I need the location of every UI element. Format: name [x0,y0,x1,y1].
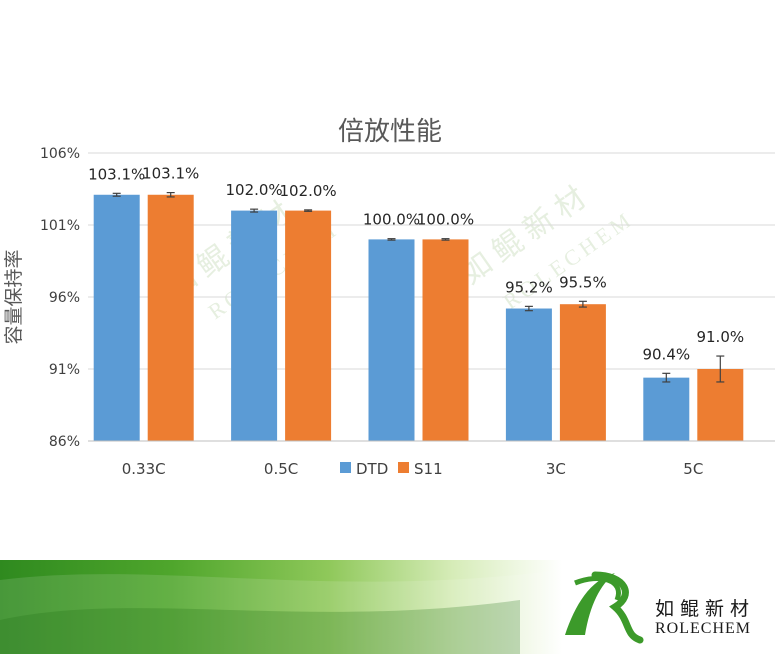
data-label: 95.2% [505,278,553,296]
data-label: 103.1% [88,165,145,183]
bar-dtd [93,194,140,441]
chart-title: 倍放性能 [338,117,442,147]
legend-label: S11 [414,460,443,478]
y-tick-label: 96% [49,290,80,306]
chart: 如鲲新材ROLECHEM如鲲新材ROLECHEM倍放性能容量保持率86%91%9… [3,117,775,478]
data-label: 91.0% [696,328,744,346]
bar-dtd [643,377,690,441]
bar-s11 [147,194,194,441]
x-tick-label: 5C [683,460,703,478]
data-label: 100.0% [363,211,420,229]
footer-wave-decoration [0,570,560,654]
y-axis-label: 容量保持率 [3,249,25,344]
x-tick-label: 3C [546,460,566,478]
y-tick-label: 101% [40,218,80,234]
legend-label: DTD [356,460,388,478]
bar-s11 [422,239,469,441]
x-tick-label: 0.33C [122,460,166,478]
logo-text-cn: 如鲲新材 [655,598,756,620]
data-label: 90.4% [642,345,690,363]
y-tick-label: 106% [40,146,80,162]
logo-text-en: ROLECHEM [655,620,751,637]
y-tick-label: 86% [49,434,80,450]
bar-dtd [368,239,415,441]
x-tick-label: 0.5C [264,460,298,478]
data-label: 100.0% [417,211,474,229]
data-label: 95.5% [559,273,607,291]
data-label: 102.0% [225,181,282,199]
bar-dtd [231,210,278,441]
rolechem-logo-icon [565,571,644,644]
y-tick-label: 91% [49,362,80,378]
bar-dtd [505,308,552,441]
bar-s11 [559,304,606,441]
legend-swatch-s11 [398,462,409,473]
bar-s11 [285,210,332,441]
footer-banner [0,560,781,654]
legend-swatch-dtd [340,462,351,473]
data-label: 103.1% [142,165,199,183]
data-label: 102.0% [279,182,336,200]
